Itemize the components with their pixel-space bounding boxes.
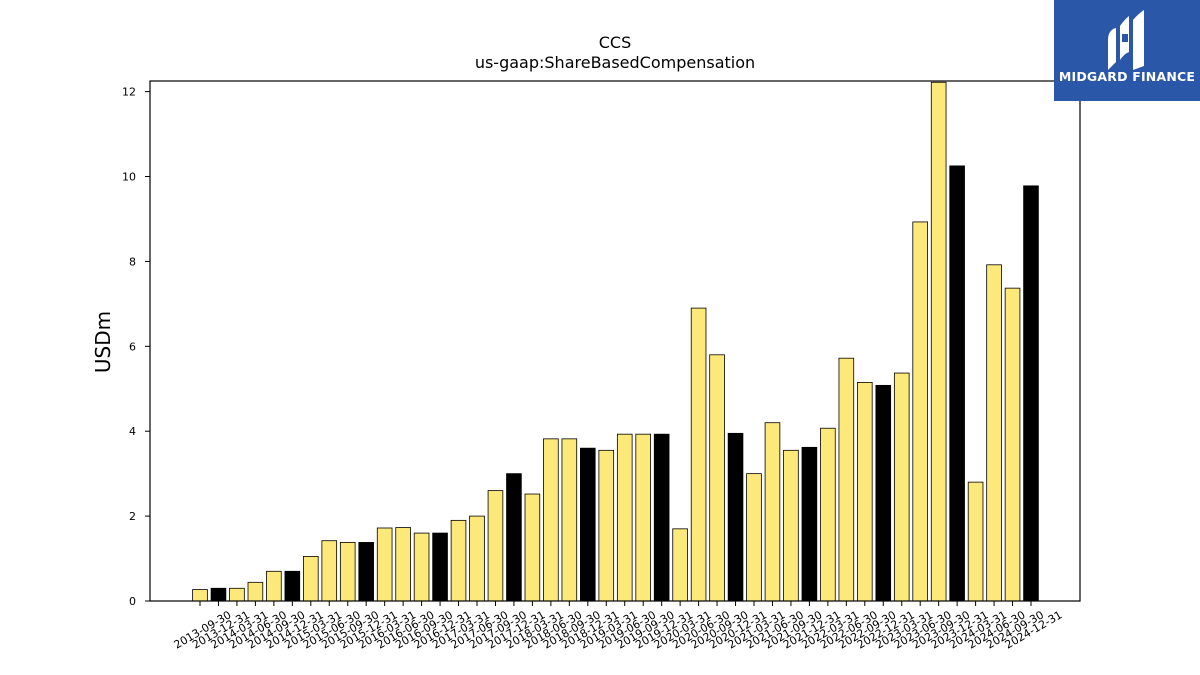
bar-2013-12-31 [210,587,227,602]
bar-2024-09-30 [1004,287,1021,602]
bar-2019-12-31 [653,433,670,602]
bar-2015-03-31 [303,556,319,602]
chart-subtitle: us-gaap:ShareBasedCompensation [475,53,755,72]
y-tick-label: 12 [122,86,136,99]
chart-title: CCS [599,33,632,52]
bar-2021-09-30 [783,449,799,602]
bar-2023-09-30 [930,81,947,602]
y-tick-label: 6 [129,340,136,353]
brand-mark-icon [1108,10,1144,70]
x-axis: 2013-09-302013-12-312014-03-312014-06-30… [172,601,1065,652]
y-tick-label: 0 [129,595,136,608]
bar-2015-12-31 [358,542,374,602]
brand-name: MIDGARD FINANCE [1058,69,1196,84]
bar-2022-06-30 [838,357,855,602]
bar-2014-09-30 [266,570,282,602]
bar-2021-06-30 [764,422,781,602]
bar-2014-03-31 [229,587,245,602]
bar-2014-06-30 [247,581,264,602]
y-tick-label: 10 [122,171,136,184]
brand-logo: MIDGARD FINANCE [1054,0,1200,101]
bar-2023-03-31 [893,372,910,602]
bar-2017-03-31 [450,519,467,602]
plot-frame [149,80,1081,602]
bar-2020-06-30 [690,307,707,602]
bar-2017-12-31 [506,473,522,602]
bar-2018-03-31 [524,493,541,602]
bar-2016-12-31 [432,532,448,602]
bar-2024-12-31 [1023,185,1039,602]
bar-2022-03-31 [820,427,836,602]
bar-2024-06-30 [986,264,1002,602]
bar-2015-09-30 [339,542,356,602]
y-tick-label: 4 [129,425,136,438]
bar-2016-03-31 [376,527,393,602]
bar-2019-09-30 [635,433,651,602]
bar-2023-12-31 [949,165,965,602]
y-tick-label: 2 [129,510,136,523]
bar-2015-06-30 [321,540,338,602]
bar-2016-09-30 [413,532,430,602]
bar-2018-06-30 [543,438,559,602]
bar-2022-12-31 [875,384,892,602]
bar-2018-09-30 [561,438,578,602]
bar-2013-09-30 [192,589,208,602]
bars-group [192,81,1039,602]
bar-2024-03-31 [967,481,984,602]
bar-2021-12-31 [801,446,818,602]
y-tick-label: 8 [129,255,136,268]
bar-2019-06-30 [616,433,633,602]
bar-2018-12-31 [580,447,596,602]
y-axis-label: USDm [91,311,115,373]
bar-2016-06-30 [395,527,411,602]
bar-2022-09-30 [857,381,873,602]
bar-2017-09-30 [487,490,504,602]
y-axis: 0 2 4 6 8 10 12 [122,86,150,608]
bar-2014-12-31 [284,570,301,602]
bar-2019-03-31 [598,449,615,602]
bar-2020-09-30 [709,354,725,602]
bar-2020-12-31 [727,432,744,602]
bar-2017-06-30 [469,515,485,602]
bar-2023-06-30 [912,221,928,602]
bar-2020-03-31 [672,528,688,602]
bar-2021-03-31 [746,473,762,602]
